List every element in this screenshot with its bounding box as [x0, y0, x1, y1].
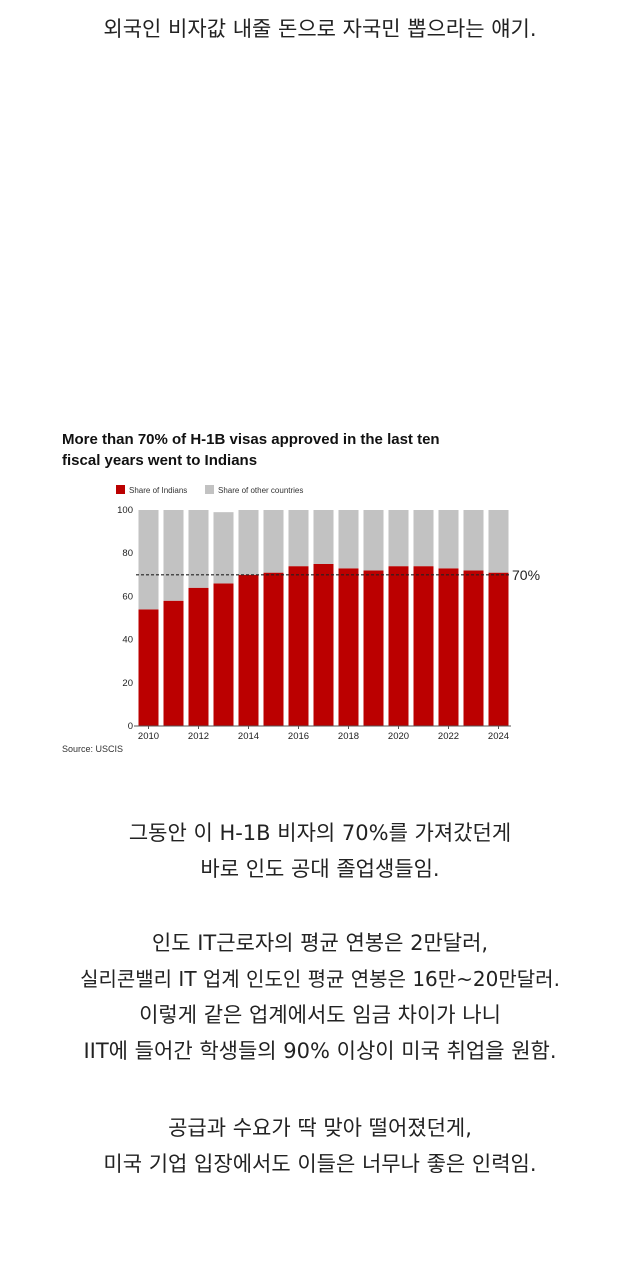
- bar-indians: [238, 574, 259, 726]
- bar-indians: [138, 609, 159, 726]
- bar-indians: [213, 583, 234, 726]
- x-tick-label: 2024: [488, 731, 509, 742]
- chart-source: Source: USCIS: [62, 744, 124, 754]
- bar-other-countries: [388, 510, 409, 567]
- bar-indians: [163, 600, 184, 726]
- bar-other-countries: [188, 510, 209, 588]
- bar-indians: [413, 566, 434, 726]
- bar-indians: [288, 566, 309, 726]
- paragraph-line: 그동안 이 H-1B 비자의 70%를 가져갔던게: [128, 821, 512, 845]
- bar-indians: [438, 568, 459, 726]
- legend-swatch: [116, 485, 125, 494]
- bar-indians: [488, 572, 509, 726]
- y-tick-label: 60: [122, 591, 133, 602]
- bar-other-countries: [238, 510, 259, 575]
- chart-title: More than 70% of H-1B visas approved in …: [62, 429, 492, 471]
- legend-swatch: [205, 485, 214, 494]
- bar-indians: [188, 587, 209, 726]
- x-tick-label: 2020: [388, 731, 409, 742]
- bar-indians: [313, 564, 334, 726]
- y-tick-label: 0: [128, 721, 133, 732]
- bar-other-countries: [163, 510, 184, 601]
- bar-other-countries: [438, 510, 459, 569]
- paragraph-2: 인도 IT근로자의 평균 연봉은 2만달러, 실리콘밸리 IT 업계 인도인 평…: [0, 925, 640, 1069]
- y-tick-label: 40: [122, 635, 133, 646]
- x-tick-label: 2022: [438, 731, 459, 742]
- y-tick-label: 100: [117, 505, 133, 516]
- y-tick-label: 20: [122, 678, 133, 689]
- y-tick-label: 80: [122, 548, 133, 559]
- paragraph-line: 공급과 수요가 딱 맞아 떨어졌던게,: [168, 1116, 472, 1140]
- bar-indians: [463, 570, 484, 726]
- paragraph-1: 그동안 이 H-1B 비자의 70%를 가져갔던게 바로 인도 공대 졸업생들임…: [0, 815, 640, 887]
- x-tick-label: 2018: [338, 731, 359, 742]
- reference-line-label: 70%: [512, 567, 540, 583]
- x-tick-label: 2010: [138, 731, 159, 742]
- x-tick-label: 2016: [288, 731, 309, 742]
- bar-other-countries: [338, 510, 359, 569]
- bar-other-countries: [313, 510, 334, 564]
- bar-indians: [363, 570, 384, 726]
- bar-indians: [338, 568, 359, 726]
- x-tick-label: 2012: [188, 731, 209, 742]
- bar-other-countries: [213, 512, 234, 584]
- bar-other-countries: [288, 510, 309, 567]
- legend-label: Share of other countries: [218, 486, 303, 495]
- paragraph-line: 미국 기업 입장에서도 이들은 너무나 좋은 인력임.: [103, 1152, 537, 1176]
- paragraph-3: 공급과 수요가 딱 맞아 떨어졌던게, 미국 기업 입장에서도 이들은 너무나 …: [0, 1110, 640, 1182]
- paragraph-line: IIT에 들어간 학생들의 90% 이상이 미국 취업을 원함.: [83, 1039, 557, 1063]
- chart-title-line: More than 70% of H-1B visas approved in …: [62, 431, 440, 448]
- bar-indians: [263, 572, 284, 726]
- intro-paragraph: 외국인 비자값 내줄 돈으로 자국민 뽑으라는 얘기.: [0, 11, 640, 47]
- paragraph-line: 실리콘밸리 IT 업계 인도인 평균 연봉은 16만~20만달러.: [80, 967, 560, 991]
- paragraph-line: 인도 IT근로자의 평균 연봉은 2만달러,: [151, 931, 489, 955]
- x-tick-label: 2014: [238, 731, 259, 742]
- bar-indians: [388, 566, 409, 726]
- bar-other-countries: [413, 510, 434, 567]
- paragraph-line: 이렇게 같은 업계에서도 임금 차이가 나니: [139, 1003, 501, 1027]
- bar-other-countries: [488, 510, 509, 573]
- bar-other-countries: [363, 510, 384, 571]
- paragraph-line: 바로 인도 공대 졸업생들임.: [200, 857, 440, 881]
- legend-label: Share of Indians: [129, 486, 187, 495]
- chart-title-line: fiscal years went to Indians: [62, 452, 258, 469]
- intro-line: 외국인 비자값 내줄 돈으로 자국민 뽑으라는 얘기.: [103, 17, 537, 41]
- bar-other-countries: [263, 510, 284, 573]
- bar-other-countries: [463, 510, 484, 571]
- bar-other-countries: [138, 510, 159, 610]
